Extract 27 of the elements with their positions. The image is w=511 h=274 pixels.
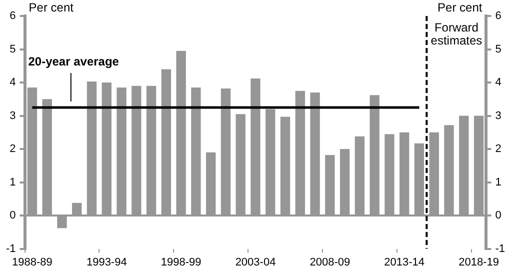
y-tick-label: 6 xyxy=(10,10,16,22)
y2-tick-label: -1 xyxy=(495,242,505,255)
y2-tick-label: 0 xyxy=(495,210,502,222)
x-tick-label: 1988-89 xyxy=(12,256,52,268)
y-tick-label: 3 xyxy=(10,110,16,122)
y2-axis-title: Per cent xyxy=(438,0,483,14)
y2-tick-label: 6 xyxy=(495,10,502,22)
x-tick-label: 1998-99 xyxy=(160,256,202,268)
x-tick-label: 2008-09 xyxy=(310,256,350,268)
y2-tick-label: 1 xyxy=(495,176,502,188)
x-tick-label: 2003-04 xyxy=(235,256,276,268)
annotation: Forward estimates xyxy=(430,20,482,48)
y-tick-label: -1 xyxy=(6,242,16,255)
x-tick-label: 2013-14 xyxy=(384,256,425,268)
y2-tick-label: 2 xyxy=(495,143,502,156)
y-tick-label: 2 xyxy=(10,143,16,156)
annotation: 20-year average xyxy=(28,54,120,68)
y-axis-title: Per cent xyxy=(28,0,74,14)
x-tick-label: 1993-94 xyxy=(86,256,127,268)
y2-tick-label: 4 xyxy=(495,76,502,89)
y-tick-label: 1 xyxy=(10,176,16,188)
y-tick-label: 0 xyxy=(10,210,16,222)
y-tick-label: 5 xyxy=(10,43,16,56)
x-tick-label: 2018-19 xyxy=(458,256,499,268)
y-tick-label: 4 xyxy=(10,76,16,89)
y2-tick-label: 3 xyxy=(495,110,502,122)
y2-tick-label: 5 xyxy=(495,43,502,56)
